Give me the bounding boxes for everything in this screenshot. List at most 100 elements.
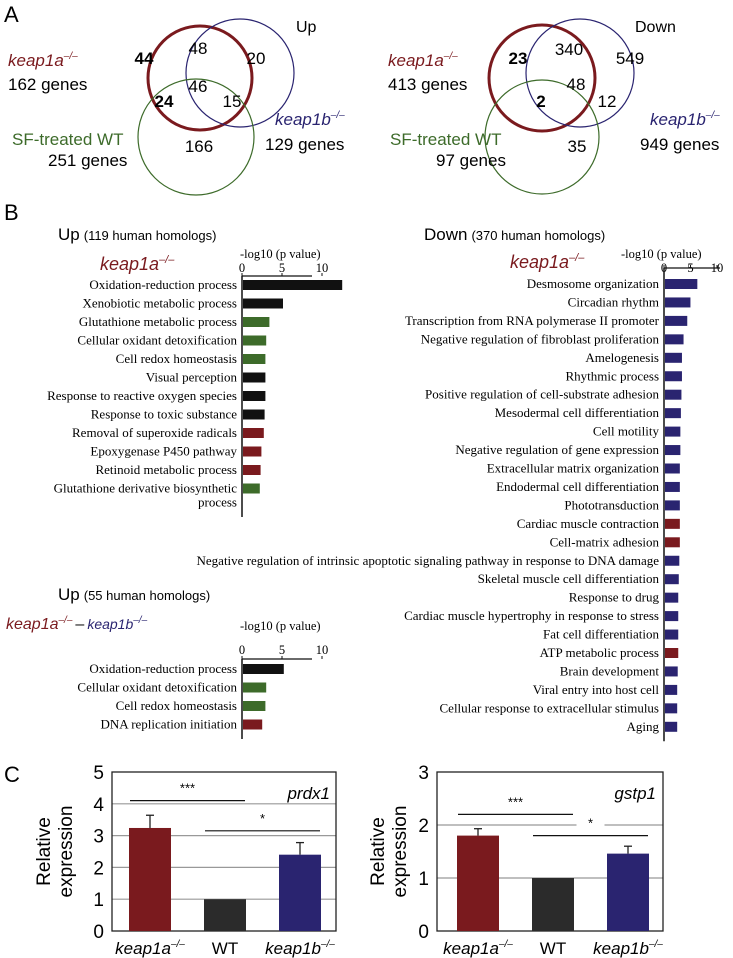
go-term-label: Glutathione metabolic process <box>79 314 237 329</box>
go-term-row: Viral entry into host cell <box>533 682 678 697</box>
y-tick-label: 5 <box>93 763 104 784</box>
x-tick-label: 10 <box>316 643 329 657</box>
y-tick-label: 3 <box>93 827 104 848</box>
go-term-bar <box>243 354 266 364</box>
venn-region-ac: 2 <box>536 92 545 111</box>
expression-bar <box>457 835 499 931</box>
go-chart-genotype-name: keap1a <box>510 252 569 272</box>
go-term-row: Cell redox homeostasis <box>116 351 266 366</box>
expression-bar-group <box>532 878 574 931</box>
go-term-bar <box>665 703 678 714</box>
x-axis-label: -log10 (p value) <box>240 247 321 261</box>
go-term-label: Response to toxic substance <box>91 407 237 422</box>
go-chart-genotype-name: keap1a <box>100 254 159 274</box>
venn-diagram-up: Up keap1a–/– 162 genes keap1b–/– 129 gen… <box>8 18 345 196</box>
go-term-label: DNA replication initiation <box>101 717 238 732</box>
expression-bar <box>204 899 246 931</box>
venn-sf-count: 97 genes <box>436 151 506 170</box>
venn-keap1a-label: keap1a–/– <box>8 51 78 70</box>
y-tick-label: 2 <box>418 816 429 837</box>
go-term-bar <box>665 629 679 640</box>
genotype-keap1b: keap1b <box>87 616 133 632</box>
venn-region-ab: 340 <box>555 40 583 59</box>
go-term-label: Visual perception <box>146 370 238 385</box>
go-term-label: Cell redox homeostasis <box>116 351 237 366</box>
venn-region-ab: 48 <box>189 39 208 58</box>
go-term-row: Phototransduction <box>564 497 680 512</box>
go-term-row: ATP metabolic process <box>540 645 679 660</box>
venn-keap1a-label: keap1a–/– <box>388 51 458 70</box>
go-term-bar <box>243 682 267 693</box>
expression-bar-group <box>129 814 171 931</box>
go-chart-title: Down (370 human homologs) <box>424 225 605 244</box>
venn-keap1a-count: 413 genes <box>388 75 467 94</box>
venn-sf-label: SF-treated WT <box>12 130 123 149</box>
go-term-label: Phototransduction <box>564 497 659 512</box>
category-name: WT <box>212 939 238 958</box>
x-category-label: keap1a–/– <box>115 939 185 958</box>
venn-circle-keap1b <box>185 18 295 128</box>
category-superscript: –/– <box>320 939 335 950</box>
go-term-bar <box>665 721 678 732</box>
significance-marker: * <box>205 810 320 832</box>
venn-region-a-only: 44 <box>135 49 154 68</box>
go-term-label: Fat cell differentiation <box>543 627 659 642</box>
go-term-row: Circadian rhythm <box>568 294 691 309</box>
go-term-row: Extracellular matrix organization <box>487 461 680 476</box>
y-tick-label: 1 <box>418 869 429 890</box>
go-term-label: ATP metabolic process <box>540 645 659 660</box>
go-term-label: Aging <box>627 719 660 734</box>
go-term-row: Removal of superoxide radicals <box>72 425 264 440</box>
go-term-row: Brain development <box>560 663 678 678</box>
go-term-row: Positive regulation of cell-substrate ad… <box>425 387 682 402</box>
y-tick-label: 4 <box>93 795 104 816</box>
go-term-label: Xenobiotic metabolic process <box>82 296 237 311</box>
venn-region-bc: 12 <box>598 92 617 111</box>
go-chart-title-main: Down <box>424 225 467 244</box>
venn-circle-sf <box>484 79 600 195</box>
venn-region-b-only: 20 <box>247 49 266 68</box>
venn-region-c-only: 166 <box>185 137 213 156</box>
category-name: keap1a <box>115 939 171 958</box>
venn-circle-keap1b <box>525 18 635 128</box>
go-term-bar <box>243 483 260 494</box>
go-chart-title: Up (119 human homologs) <box>58 225 216 244</box>
go-term-row: Cell motility <box>593 424 681 439</box>
x-tick-label: 10 <box>316 261 329 275</box>
go-chart-title: Up (55 human homologs) <box>58 585 210 604</box>
go-term-row: Glutathione metabolic process <box>79 314 270 329</box>
go-chart-genotype: keap1a–/– – keap1b–/– <box>6 615 148 633</box>
go-term-label: Extracellular matrix organization <box>487 461 660 476</box>
go-chart-down-keap1a: Down (370 human homologs) keap1a–/– -log10 … <box>197 225 723 742</box>
go-term-label: Retinoid metabolic process <box>95 462 237 477</box>
venn-region-a-only: 23 <box>509 49 528 68</box>
y-axis-label-line: expression <box>56 806 77 898</box>
venn-keap1b-count: 129 genes <box>265 135 344 154</box>
y-tick-label: 3 <box>418 763 429 784</box>
go-term-row: Aging <box>627 719 678 734</box>
y-tick-label: 0 <box>418 922 429 943</box>
y-tick-label: 2 <box>93 858 104 879</box>
genotype-keap1a-sup: –/– <box>58 615 73 626</box>
go-term-label: Desmosome organization <box>527 276 660 291</box>
go-term-label: Oxidation-reduction process <box>89 277 237 292</box>
go-term-label: Cellular response to extracellular stimu… <box>440 700 660 715</box>
go-term-bar <box>243 335 267 346</box>
go-term-label: Positive regulation of cell-substrate ad… <box>425 387 659 402</box>
expression-bar-group <box>607 845 649 931</box>
go-term-row: Oxidation-reduction process <box>89 661 284 676</box>
go-term-row: Transcription from RNA polymerase II pro… <box>405 313 688 328</box>
category-superscript: –/– <box>498 939 513 950</box>
panel-label-c: C <box>4 762 20 787</box>
y-axis-label-line: Relative <box>34 817 55 886</box>
go-term-label: Negative regulation of intrinsic apoptot… <box>197 553 660 568</box>
x-tick-label: 0 <box>239 643 245 657</box>
go-term-row: Negative regulation of intrinsic apoptot… <box>197 553 680 568</box>
venn-sf-label: SF-treated WT <box>390 130 501 149</box>
go-term-row: Xenobiotic metabolic process <box>82 296 283 311</box>
venn-keap1b-label: keap1b–/– <box>650 110 720 129</box>
go-term-label: Removal of superoxide radicals <box>72 425 237 440</box>
category-name: WT <box>540 939 566 958</box>
go-term-label: Mesodermal cell differentiation <box>495 405 660 420</box>
